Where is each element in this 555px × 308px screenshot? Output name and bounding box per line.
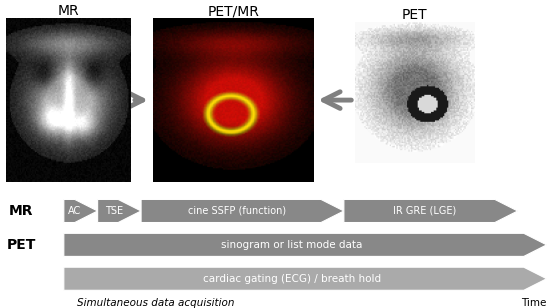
Polygon shape [344, 200, 518, 222]
Text: cardiac gating (ECG) / breath hold: cardiac gating (ECG) / breath hold [203, 274, 381, 284]
Polygon shape [64, 267, 547, 290]
Polygon shape [64, 233, 547, 256]
Text: sinogram or list mode data: sinogram or list mode data [221, 240, 362, 250]
Text: PET: PET [7, 238, 36, 252]
Text: TSE: TSE [104, 206, 123, 216]
Polygon shape [141, 200, 344, 222]
Title: PET: PET [402, 8, 428, 22]
Text: MR: MR [9, 204, 33, 218]
Title: PET/MR: PET/MR [207, 5, 259, 18]
Text: cine SSFP (function): cine SSFP (function) [188, 206, 286, 216]
Text: IR GRE (LGE): IR GRE (LGE) [393, 206, 457, 216]
Polygon shape [64, 200, 98, 222]
Text: Time: Time [521, 298, 547, 308]
Text: AC: AC [68, 206, 82, 216]
Title: MR: MR [57, 5, 79, 18]
Polygon shape [98, 200, 141, 222]
Text: Simultaneous data acquisition: Simultaneous data acquisition [77, 298, 234, 308]
